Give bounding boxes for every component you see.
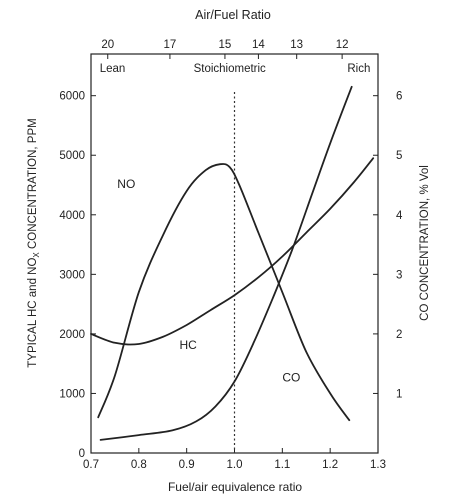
left-axis-title: TYPICAL HC and NOX CONCENTRATION, PPM	[27, 118, 41, 367]
series-line-co	[99, 85, 353, 441]
left-axis-title-subscript: X	[32, 252, 41, 258]
series-layer	[90, 85, 375, 441]
y-left-tick-label: 2000	[59, 329, 85, 341]
top-tick-label: 14	[252, 39, 265, 51]
y-right-tick-label: 3	[396, 269, 402, 281]
top-tick-label: 13	[290, 39, 303, 51]
series-line-hc	[90, 157, 375, 346]
right-axis-title: CO CONCENTRATION, % Vol	[419, 165, 431, 321]
x-tick-label: 1.2	[322, 459, 338, 471]
plot-frame	[90, 53, 379, 454]
y-left-tick-label: 4000	[59, 210, 85, 222]
region-label: Rich	[347, 63, 370, 75]
y-left-tick-label: 0	[79, 448, 85, 460]
left-axis-title-main: TYPICAL HC and NO	[27, 258, 39, 368]
y-left-tick-label: 1000	[59, 388, 85, 400]
y-right-tick-label: 4	[396, 210, 403, 222]
x-tick-label: 1.3	[370, 459, 386, 471]
x-tick-label: 0.9	[179, 459, 195, 471]
y-left-tick-label: 5000	[59, 150, 85, 162]
x-tick-label: 1.0	[227, 459, 243, 471]
top-tick-label: 12	[336, 39, 349, 51]
x-tick-label: 1.1	[274, 459, 290, 471]
top-tick-label: 20	[101, 39, 114, 51]
top-axis-title: Air/Fuel Ratio	[195, 8, 271, 22]
y-right-tick-label: 2	[396, 329, 402, 341]
label-layer: 0.7 0.8 0.9 1.0 1.1 1.2 1.320 17 15 14 13 120100020…	[59, 39, 403, 471]
left-axis-title-end: CONCENTRATION, PPM	[27, 118, 39, 252]
top-tick-label: 17	[164, 39, 177, 51]
series-line-no	[97, 163, 351, 422]
axes-layer	[90, 53, 379, 454]
y-right-tick-label: 6	[396, 91, 402, 103]
y-right-tick-label: 5	[396, 150, 402, 162]
y-right-tick-label: 1	[396, 388, 402, 400]
region-label: Stoichiometric	[194, 63, 266, 75]
x-axis-title: Fuel/air equivalence ratio	[168, 480, 302, 494]
top-tick-label: 15	[219, 39, 232, 51]
region-label: Lean	[100, 63, 126, 75]
y-left-tick-label: 6000	[59, 91, 85, 103]
y-left-tick-label: 3000	[59, 269, 85, 281]
x-tick-label: 0.8	[131, 459, 147, 471]
x-tick-label: 0.7	[83, 459, 99, 471]
series-label-hc: HC	[179, 338, 197, 352]
series-label-no: NO	[117, 177, 135, 191]
series-label-co: CO	[282, 371, 300, 385]
